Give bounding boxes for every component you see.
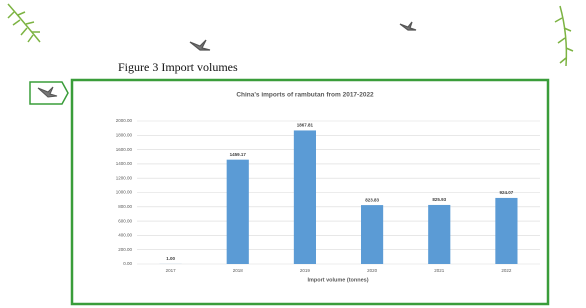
willow-right <box>555 6 573 66</box>
bar <box>227 160 249 264</box>
x-tick-label: 2021 <box>434 268 445 273</box>
data-label: 1459.17 <box>230 152 247 157</box>
y-tick-label: 1800.00 <box>116 132 133 137</box>
bar <box>294 130 316 264</box>
y-tick-label: 800.00 <box>118 204 132 209</box>
x-tick-label: 2018 <box>233 268 244 273</box>
willow-left <box>8 4 40 42</box>
document: Figure 3 Import volumes China's imports … <box>0 0 586 308</box>
x-tick-label: 2020 <box>367 268 378 273</box>
data-label: 924.07 <box>500 190 514 195</box>
x-tick-label: 2019 <box>300 268 311 273</box>
y-tick-label: 1000.00 <box>116 190 133 195</box>
x-tick-label: 2022 <box>501 268 512 273</box>
y-tick-label: 400.00 <box>118 233 132 238</box>
y-tick-label: 0.00 <box>123 261 132 266</box>
y-tick-label: 1400.00 <box>116 161 133 166</box>
y-tick-label: 1600.00 <box>116 147 133 152</box>
x-axis-label: Import volume (tonnes) <box>307 277 368 283</box>
bird <box>190 22 416 50</box>
x-tick-label: 2017 <box>166 268 177 273</box>
bar <box>361 205 383 264</box>
bar <box>428 205 450 264</box>
page: Figure 3 Import volumes China's imports … <box>0 0 586 308</box>
chart-title: China's imports of rambutan from 2017-20… <box>236 92 374 99</box>
bar <box>495 198 517 264</box>
data-label: 825.93 <box>432 197 446 202</box>
data-label: 1867.81 <box>297 123 314 128</box>
data-label: 1.00 <box>166 256 175 261</box>
y-tick-label: 1200.00 <box>116 175 133 180</box>
y-tick-label: 2000.00 <box>116 118 133 123</box>
y-tick-label: 200.00 <box>118 247 132 252</box>
y-tick-label: 600.00 <box>118 218 132 223</box>
figure-caption: Figure 3 Import volumes <box>118 60 238 74</box>
data-label: 823.83 <box>365 197 379 202</box>
